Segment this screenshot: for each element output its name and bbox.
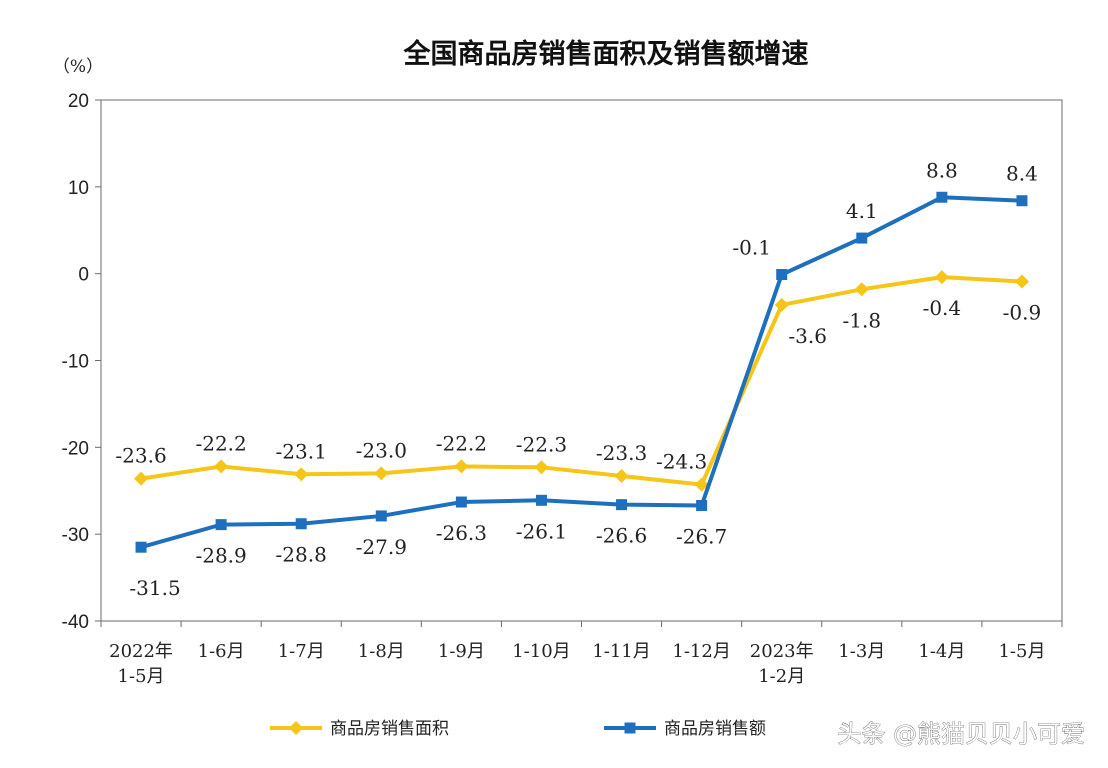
data-label: -26.7	[676, 525, 727, 549]
data-label: -31.5	[129, 576, 180, 600]
data-label: -1.8	[843, 308, 882, 332]
x-tick-label: 1-11月	[592, 641, 650, 662]
data-point-amount	[936, 191, 948, 203]
series-line-2	[140, 195, 1023, 550]
data-label: -23.3	[596, 441, 647, 465]
data-label: -26.6	[596, 524, 647, 548]
data-point-amount	[856, 232, 868, 244]
legend: 商品房销售面积 商品房销售额	[270, 719, 766, 739]
data-label: -26.1	[516, 519, 567, 543]
data-label: -0.9	[1003, 300, 1042, 324]
data-label: -3.6	[788, 324, 827, 348]
data-point-area	[1014, 274, 1029, 289]
data-point-amount	[455, 496, 467, 508]
data-point-area	[294, 467, 309, 482]
x-tick-label: 1-9月	[438, 641, 485, 662]
x-tick-label: 1-6月	[198, 641, 245, 662]
data-label: -0.1	[732, 236, 771, 260]
x-tick-label: 1-2月	[758, 666, 805, 687]
series-layer: -23.6 -22.2 -23.1 -23.0 -22.2 -22.3 -23.3 -24.3…	[115, 158, 1041, 600]
data-label: -22.3	[516, 432, 567, 456]
x-tick-label: 1-4月	[918, 641, 965, 662]
data-point-area	[934, 270, 949, 285]
data-label: -23.1	[276, 439, 327, 463]
data-label: -0.4	[923, 296, 962, 320]
y-tick-label: -30	[62, 525, 89, 546]
legend-label: 商品房销售面积	[330, 719, 449, 739]
y-tick-label: 10	[68, 178, 89, 199]
data-label: -24.3	[656, 450, 707, 474]
legend-marker	[624, 722, 636, 734]
data-label: -23.0	[356, 438, 407, 462]
data-point-amount	[776, 269, 788, 281]
x-tick-label: 2023年	[750, 641, 814, 662]
y-tick-label: -10	[62, 352, 89, 373]
x-axis: 2022年 1-5月 1-6月 1-7月 1-8月 1-9月 1-10月 1-11月 1-12月…	[100, 621, 1063, 687]
data-point-area	[134, 471, 149, 486]
data-label: -22.2	[195, 431, 246, 455]
data-point-amount	[696, 500, 708, 512]
data-label: -22.2	[436, 431, 487, 455]
data-label: 8.4	[1006, 162, 1038, 186]
x-tick-label: 1-12月	[672, 641, 730, 662]
unit-label: （%）	[53, 57, 103, 77]
data-point-area	[214, 459, 229, 474]
legend-marker	[289, 721, 303, 735]
data-point-area	[854, 282, 869, 297]
y-axis: 20 10 0 -10 -20 -30 -40	[62, 91, 101, 633]
data-label: -23.6	[115, 444, 166, 468]
y-tick-label: -40	[62, 612, 89, 633]
data-label: -27.9	[356, 535, 407, 559]
data-label: 4.1	[846, 199, 878, 223]
data-point-area	[374, 466, 389, 481]
x-tick-label: 1-8月	[358, 641, 405, 662]
data-point-area	[774, 297, 789, 312]
x-tick-label: 1-10月	[512, 641, 570, 662]
data-point-area	[614, 468, 629, 483]
x-tick-label: 1-5月	[118, 666, 165, 687]
watermark-text: 头条 @熊猫贝贝小可爱	[837, 720, 1085, 748]
y-tick-label: 0	[78, 265, 89, 286]
x-tick-label: 1-7月	[278, 641, 325, 662]
x-tick-label: 2022年	[109, 641, 173, 662]
data-point-amount	[1016, 195, 1028, 207]
data-point-area	[534, 460, 549, 475]
series-line-1	[140, 275, 1023, 487]
data-point-amount	[135, 541, 147, 553]
chart-title: 全国商品房销售面积及销售额增速	[403, 38, 809, 70]
data-label: -28.8	[276, 543, 327, 567]
data-point-area	[454, 459, 469, 474]
y-tick-label: 20	[68, 91, 89, 112]
data-label: 8.8	[926, 158, 958, 182]
x-tick-label: 1-5月	[998, 641, 1045, 662]
data-point-amount	[535, 494, 547, 506]
legend-label: 商品房销售额	[664, 719, 766, 739]
data-label: -26.3	[436, 521, 487, 545]
data-point-amount	[295, 518, 307, 530]
data-point-amount	[375, 510, 387, 522]
x-tick-label: 1-3月	[838, 641, 885, 662]
data-point-amount	[616, 499, 628, 511]
data-point-area	[694, 477, 709, 492]
y-tick-label: -20	[62, 438, 89, 459]
data-point-amount	[215, 519, 227, 531]
data-label: -28.9	[195, 544, 246, 568]
